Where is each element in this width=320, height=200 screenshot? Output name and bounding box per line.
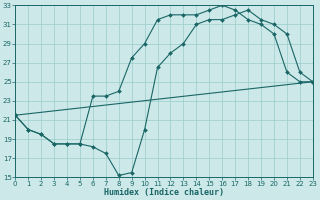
X-axis label: Humidex (Indice chaleur): Humidex (Indice chaleur)	[104, 188, 224, 197]
